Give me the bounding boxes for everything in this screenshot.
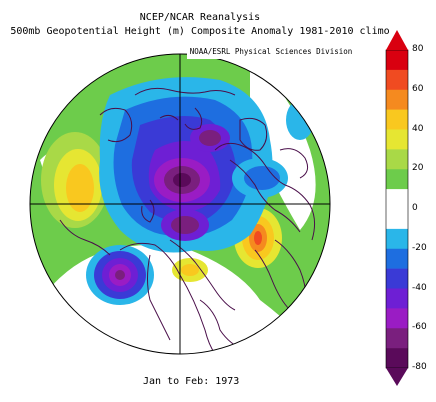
colorbar-top-arrow bbox=[386, 30, 408, 50]
colorbar-tick-label: -20 bbox=[412, 242, 427, 253]
colorbar-segment bbox=[386, 288, 408, 309]
colorbar bbox=[385, 30, 409, 386]
colorbar-segment bbox=[386, 50, 408, 71]
colorbar-segment bbox=[386, 69, 408, 91]
colorbar-segment bbox=[386, 268, 408, 289]
colorbar-segment bbox=[386, 348, 408, 369]
colorbar-segment bbox=[386, 169, 408, 190]
colorbar-segment bbox=[386, 209, 408, 230]
anomaly-field bbox=[30, 54, 330, 354]
period-label: Jan to Feb: 1973 bbox=[143, 376, 240, 387]
colorbar-tick-label: 60 bbox=[412, 83, 424, 94]
colorbar-tick-label: -60 bbox=[412, 322, 427, 333]
colorbar-segment bbox=[386, 149, 408, 170]
colorbar-segment bbox=[386, 248, 408, 269]
map-title: NCEP/NCAR Reanalysis bbox=[139, 12, 261, 23]
coastlines bbox=[59, 87, 316, 354]
colorbar-tick-label: -80 bbox=[412, 362, 427, 372]
colorbar-segment bbox=[386, 89, 408, 110]
colorbar-tick-label: -40 bbox=[412, 282, 427, 293]
source-badge: NOAA/ESRL Physical Sciences Division bbox=[187, 45, 355, 59]
colorbar-segment bbox=[386, 109, 408, 130]
colorbar-bottom-arrow bbox=[386, 368, 408, 386]
map-subtitle: 500mb Geopotential Height (m) Composite … bbox=[10, 26, 390, 37]
colorbar-tick-label: 80 bbox=[412, 44, 424, 54]
colorbar-segment bbox=[386, 228, 408, 250]
colorbar-segment bbox=[386, 328, 408, 349]
colorbar-segment bbox=[386, 308, 408, 329]
colorbar-tick-label: 0 bbox=[412, 203, 418, 213]
colorbar-tick-label: 40 bbox=[412, 123, 424, 134]
colorbar-tick-label: 20 bbox=[412, 163, 424, 174]
colorbar-segment bbox=[386, 129, 408, 150]
colorbar-segment bbox=[386, 189, 408, 210]
